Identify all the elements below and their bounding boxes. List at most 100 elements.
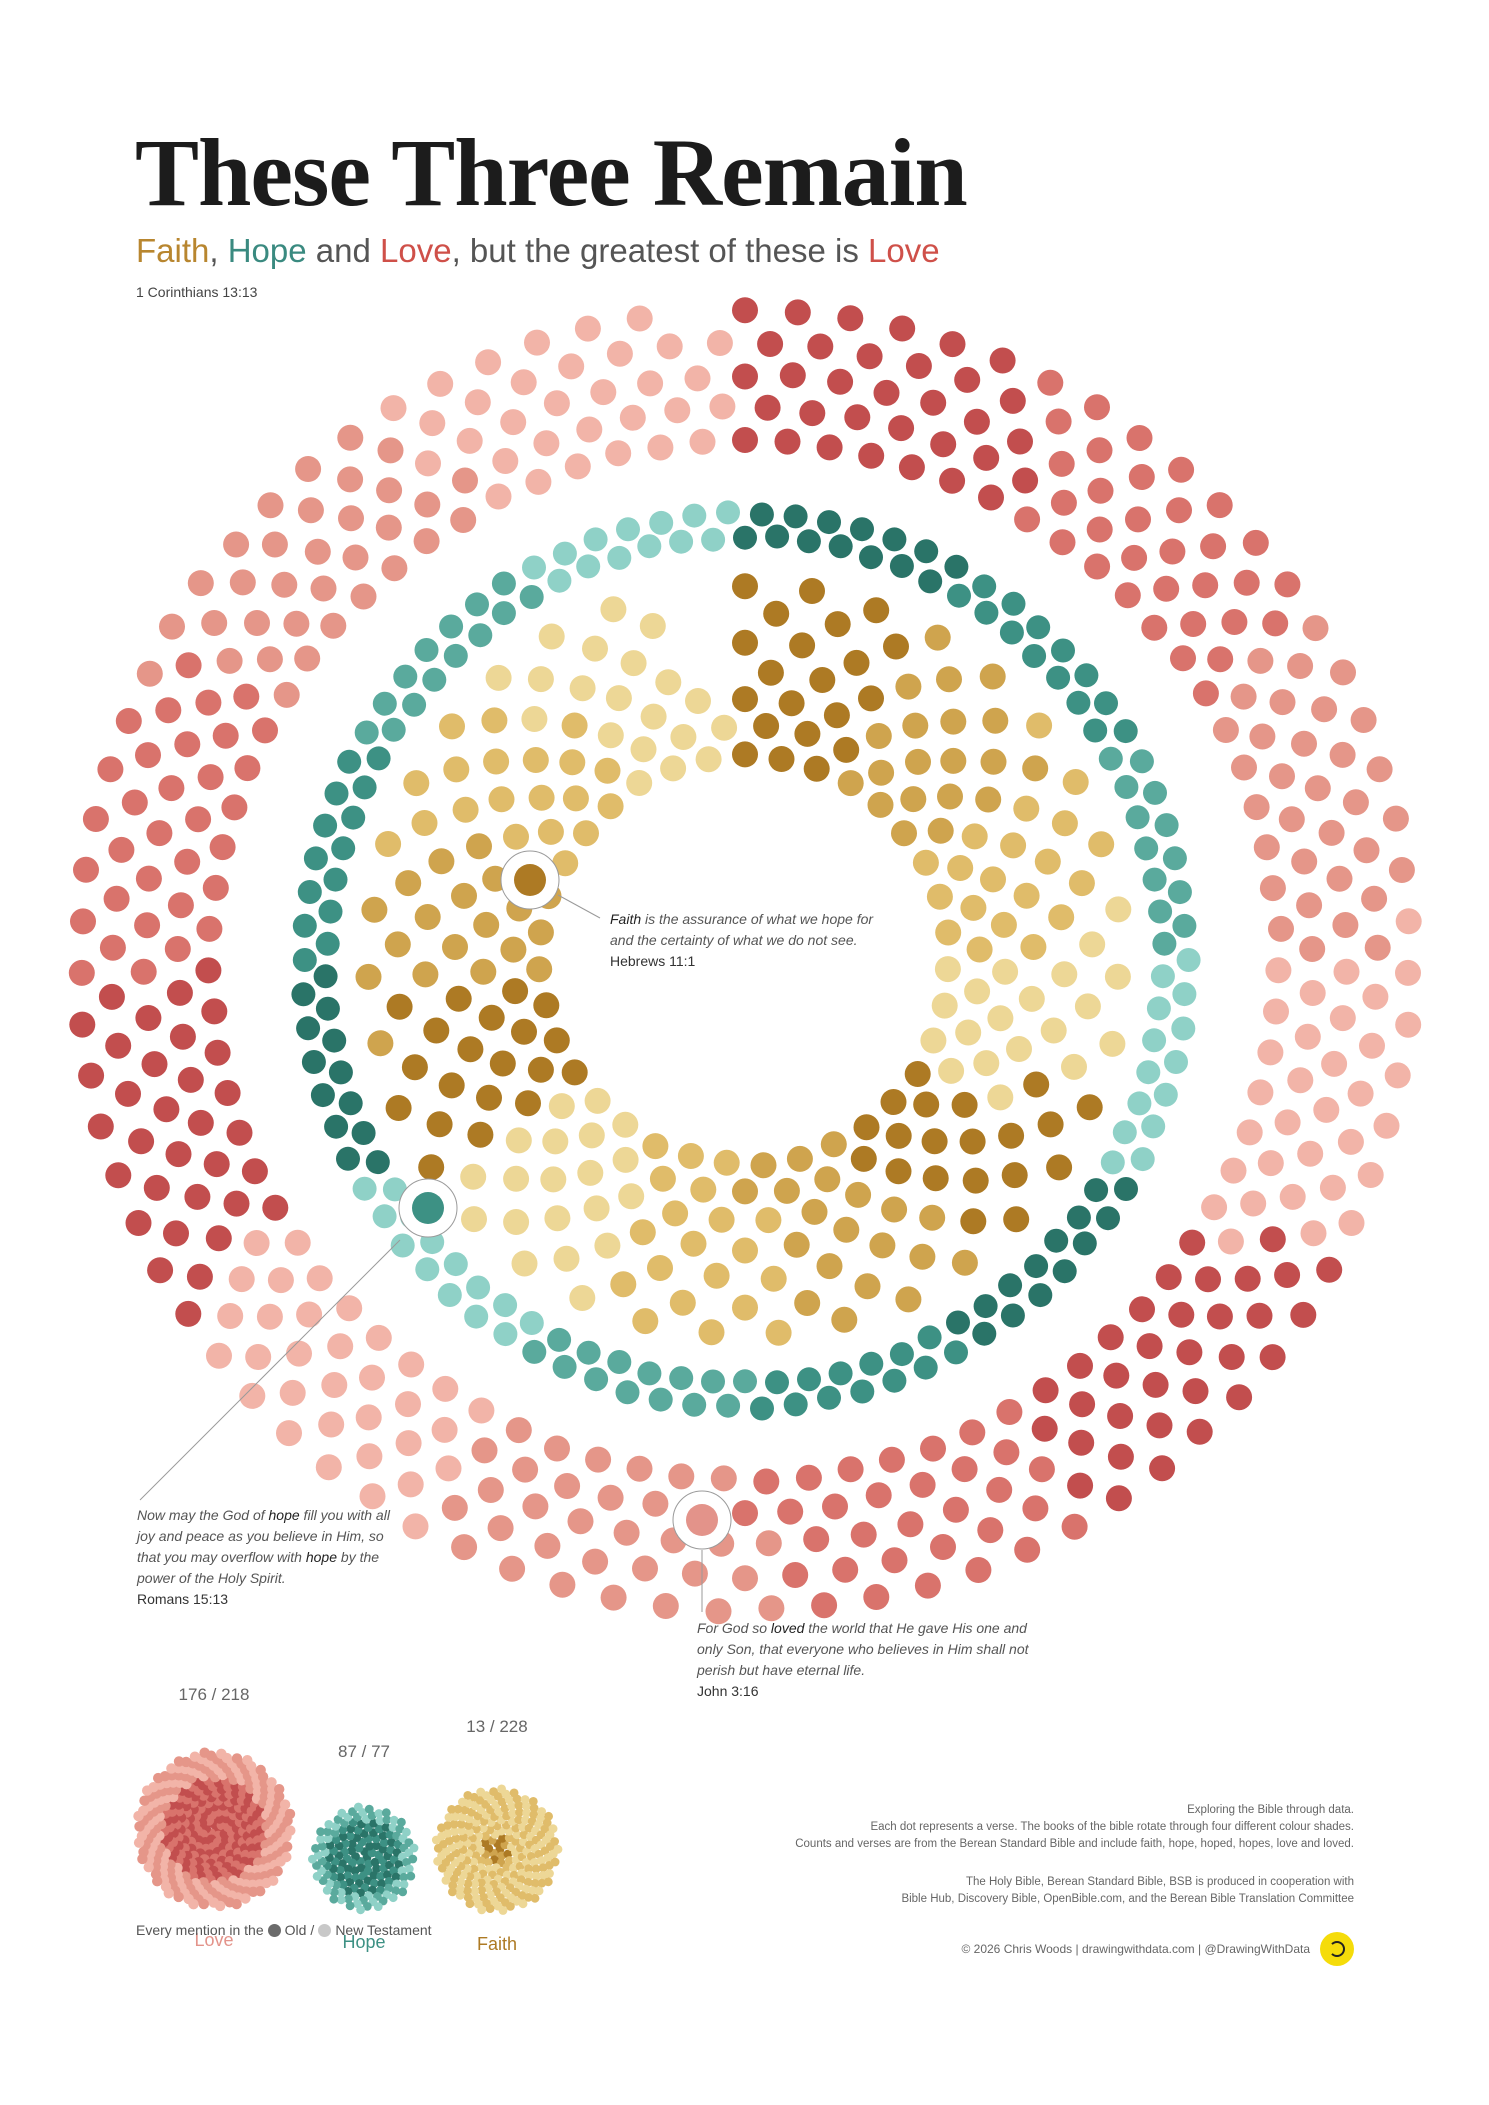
love-verse-dot [668, 1463, 695, 1490]
love-verse-dot [1084, 553, 1111, 580]
hope-summary-dot [397, 1817, 406, 1827]
love-verse-dot [1121, 544, 1148, 571]
love-verse-dot [315, 1454, 342, 1481]
hope-verse-dot [341, 805, 366, 830]
love-summary-dot [188, 1899, 199, 1910]
faith-summary-dot [458, 1812, 467, 1822]
hope-verse-dot [716, 500, 740, 525]
love-verse-dot [359, 1483, 386, 1510]
faith-verse-dot [489, 1050, 516, 1077]
love-verse-dot [450, 507, 477, 533]
love-summary-dot [142, 1785, 153, 1796]
love-verse-dot [1259, 1226, 1286, 1253]
subtitle-segment: , [209, 232, 228, 269]
love-verse-dot [204, 1039, 231, 1066]
hope-verse-dot [889, 554, 914, 578]
faith-verse-dot [987, 1005, 1014, 1032]
faith-verse-dot [1023, 1071, 1050, 1098]
faith-verse-dot [528, 784, 555, 811]
hope-verse-dot [352, 1176, 377, 1201]
faith-verse-dot [951, 1249, 978, 1276]
faith-verse-dot [1048, 904, 1075, 931]
love-verse-dot [1114, 582, 1141, 609]
faith-verse-dot [891, 820, 917, 847]
faith-verse-dot [801, 1198, 828, 1225]
hope-verse-dot [1000, 1303, 1025, 1328]
hope-verse-dot [324, 1114, 349, 1139]
faith-verse-dot [959, 1128, 986, 1155]
love-verse-dot [1257, 1039, 1284, 1066]
hope-verse-dot [315, 931, 340, 956]
love-verse-dot [543, 390, 570, 417]
love-verse-dot [1230, 683, 1257, 710]
faith-summary-dot [543, 1877, 553, 1887]
hope-summary-dot [312, 1871, 322, 1881]
faith-verse-dot [642, 1133, 669, 1160]
love-verse-dot [103, 885, 130, 912]
faith-verse-dot [755, 1207, 782, 1234]
hope-summary-dot [323, 1834, 333, 1843]
hope-verse-dot [297, 880, 322, 904]
hope-verse-dot [1142, 867, 1167, 892]
faith-summary-dot [462, 1886, 472, 1895]
hope-verse-dot [443, 643, 468, 668]
faith-verse-dot [573, 820, 599, 847]
love-verse-dot [930, 1534, 956, 1560]
love-verse-dot [1362, 983, 1389, 1010]
faith-verse-dot [526, 956, 553, 983]
faith-quote-text: Faith is the assurance of what we hope f… [610, 909, 900, 951]
love-verse-dot [1290, 1301, 1317, 1328]
hope-verse-dot [366, 746, 391, 771]
love-verse-dot [1012, 467, 1039, 494]
faith-summary-dot [522, 1808, 531, 1818]
faith-summary-dot [471, 1824, 481, 1834]
faith-verse-dot [919, 1204, 946, 1231]
faith-verse-dot [794, 1290, 821, 1316]
love-verse-dot [1037, 369, 1064, 396]
hope-verse-dot [315, 996, 340, 1021]
love-verse-dot [684, 365, 711, 392]
love-verse-dot [1299, 936, 1326, 962]
love-verse-dot [757, 331, 784, 357]
hope-verse-dot [796, 529, 821, 554]
hope-summary-dot [395, 1824, 405, 1834]
faith-verse-dot [1006, 1036, 1032, 1062]
love-verse-dot [732, 297, 758, 324]
faith-verse-dot [920, 1027, 947, 1054]
hope-verse-dot [313, 964, 338, 989]
hope-verse-dot [998, 1273, 1023, 1298]
faith-verse-dot [750, 1152, 777, 1179]
love-verse-dot [799, 400, 826, 427]
hope-summary-dot [331, 1821, 341, 1831]
love-verse-dot [856, 343, 883, 370]
faith-verse-dot [569, 675, 596, 702]
faith-verse-dot [837, 770, 864, 797]
faith-verse-dot [677, 1143, 704, 1169]
faith-verse-dot [732, 1178, 758, 1205]
hope-verse-dot [354, 720, 379, 745]
faith-count-label: 13 / 228 [466, 1717, 527, 1736]
hope-verse-dot [850, 517, 874, 542]
faith-summary-dot [481, 1831, 490, 1841]
love-verse-dot [1259, 1344, 1286, 1371]
love-verse-dot [1287, 1067, 1314, 1094]
love-verse-dot [878, 1446, 905, 1473]
love-summary-dot [134, 1821, 145, 1832]
faith-summary-dot [433, 1843, 443, 1853]
testament-legend: Every mention in the Old / New Testament [136, 1922, 432, 1938]
faith-summary-dot [457, 1826, 466, 1836]
love-verse-dot [582, 1548, 609, 1575]
faith-verse-dot [757, 659, 784, 686]
love-verse-dot [1067, 1352, 1093, 1379]
love-summary-dot [231, 1898, 242, 1910]
faith-verse-dot [460, 1163, 487, 1190]
love-verse-dot [1361, 885, 1388, 912]
hope-verse-dot [1172, 982, 1197, 1007]
love-verse-dot [216, 647, 243, 674]
love-verse-dot [297, 497, 324, 524]
faith-verse-dot [562, 785, 589, 812]
faith-verse-dot [626, 770, 653, 796]
love-verse-dot [637, 370, 664, 397]
love-verse-dot [234, 755, 261, 782]
love-verse-dot [977, 1517, 1004, 1544]
